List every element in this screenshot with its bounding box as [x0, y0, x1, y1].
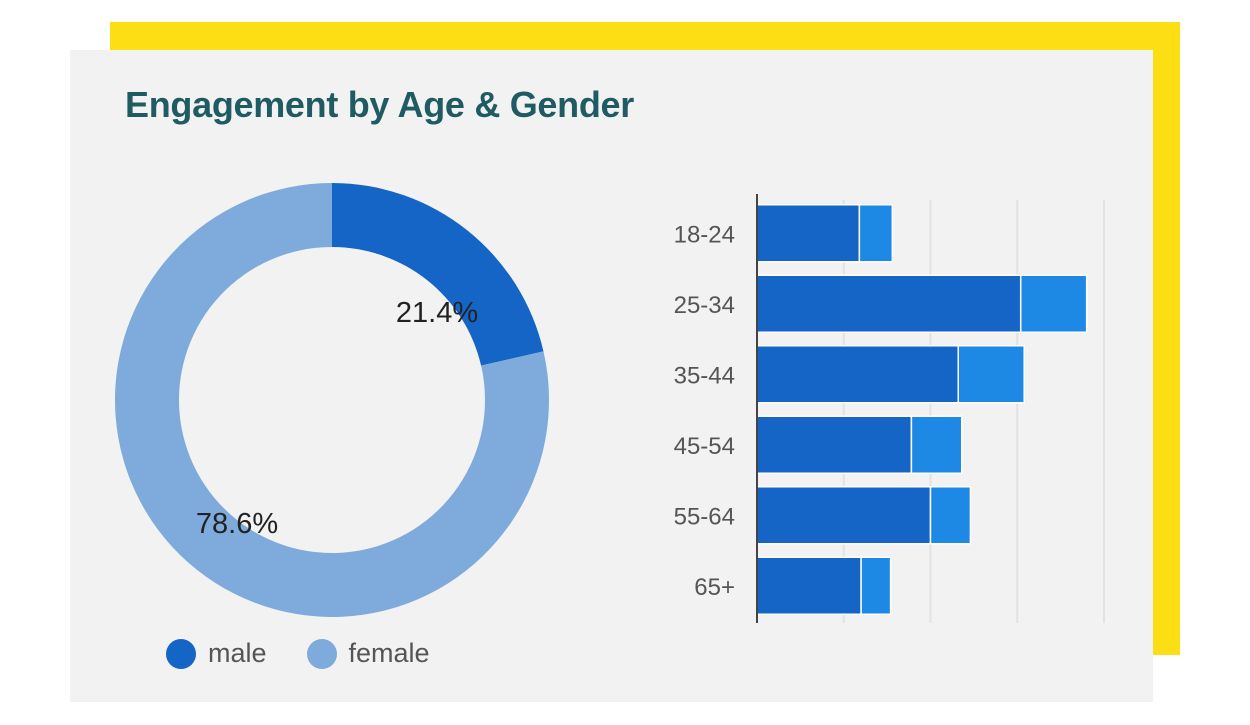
bar-18-24-male[interactable]	[756, 204, 861, 263]
bar-55-64-female[interactable]	[929, 486, 972, 545]
donut-slice-male[interactable]	[332, 183, 544, 366]
bar-25-34-female[interactable]	[1019, 274, 1088, 333]
category-label-25-34: 25-34	[674, 292, 735, 319]
bar-45-54-male[interactable]	[756, 415, 913, 474]
category-label-45-54: 45-54	[674, 433, 735, 460]
donut-label-female: 78.6%	[196, 508, 278, 540]
bar-35-44-male[interactable]	[756, 345, 960, 404]
bar-45-54-female[interactable]	[910, 415, 963, 474]
donut-label-male: 21.4%	[396, 297, 478, 329]
bar-25-34-male[interactable]	[756, 274, 1022, 333]
donut-legend: male female	[166, 638, 470, 669]
bar-65+-male[interactable]	[756, 556, 862, 615]
category-label-35-44: 35-44	[674, 362, 735, 389]
category-label-18-24: 18-24	[674, 221, 735, 248]
donut-chart: 21.4% 78.6%	[114, 183, 549, 617]
category-label-65+: 65+	[694, 574, 735, 601]
bar-18-24-female[interactable]	[858, 204, 894, 263]
bar-35-44-female[interactable]	[957, 345, 1025, 404]
legend-label-female: female	[348, 638, 430, 668]
legend-swatch-female	[306, 638, 337, 669]
bar-65+-female[interactable]	[860, 556, 892, 615]
legend-item-female[interactable]: female	[306, 638, 430, 669]
legend-item-male[interactable]: male	[166, 638, 267, 669]
category-label-55-64: 55-64	[674, 503, 735, 530]
chart-card: Engagement by Age & Gender 21.4% 78.6% 18…	[70, 50, 1153, 702]
card-title: Engagement by Age & Gender	[125, 84, 634, 125]
donut-slice-female[interactable]	[114, 183, 549, 617]
legend-swatch-male	[166, 638, 196, 669]
bar-55-64-male[interactable]	[756, 486, 932, 545]
legend-label-male: male	[208, 638, 267, 668]
